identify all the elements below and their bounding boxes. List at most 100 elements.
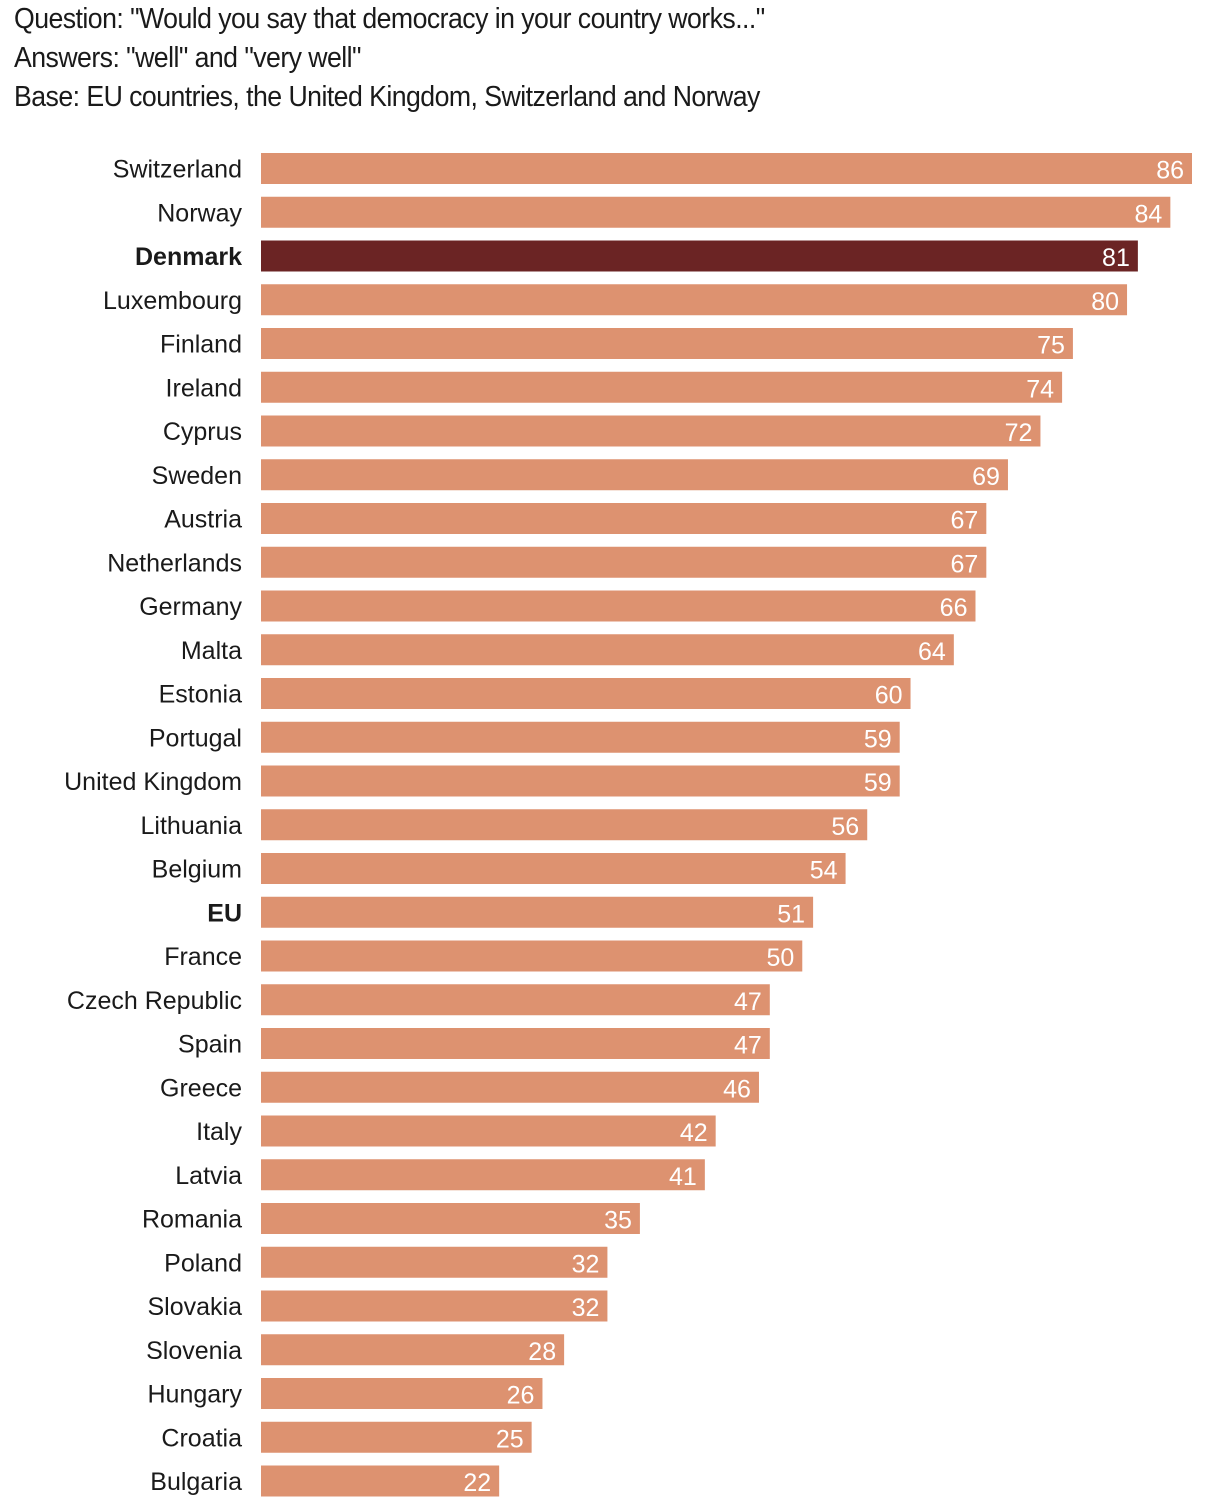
bar-row-malta: Malta 64: [181, 634, 954, 666]
bar-row-poland: Poland 32: [164, 1246, 608, 1278]
bar-row-czech-republic: Czech Republic 47: [67, 984, 770, 1016]
value-label: 80: [1091, 288, 1119, 316]
value-label: 42: [680, 1119, 708, 1147]
category-label: Italy: [196, 1118, 242, 1146]
bar-row-eu: EU 51: [207, 896, 814, 928]
bar-row-slovenia: Slovenia 28: [146, 1334, 565, 1366]
value-label: 47: [734, 1032, 762, 1060]
value-label: 74: [1026, 375, 1054, 403]
category-label: Poland: [164, 1249, 242, 1277]
category-label: United Kingdom: [64, 768, 242, 796]
bar-finland: [261, 328, 1073, 359]
chart-header: Question: "Would you say that democracy …: [14, 0, 830, 117]
category-label: Romania: [142, 1206, 242, 1234]
value-label: 81: [1102, 244, 1130, 272]
value-label: 22: [463, 1469, 491, 1497]
category-label: Luxembourg: [103, 287, 242, 315]
value-label: 51: [777, 900, 805, 928]
bar-row-cyprus: Cyprus 72: [163, 415, 1041, 447]
category-label: Finland: [160, 331, 242, 359]
bar-row-sweden: Sweden 69: [152, 459, 1008, 491]
bar-spain: [261, 1028, 770, 1059]
bar-belgium: [261, 853, 846, 884]
bar-row-germany: Germany 66: [139, 590, 976, 622]
value-label: 47: [734, 988, 762, 1016]
bar-cyprus: [261, 415, 1041, 447]
bar-row-luxembourg: Luxembourg 80: [103, 284, 1128, 316]
bar-austria: [261, 503, 987, 534]
bar-row-ireland: Ireland 74: [166, 371, 1063, 403]
bar-row-finland: Finland 75: [160, 328, 1073, 360]
category-label: Estonia: [159, 681, 242, 709]
bar-row-latvia: Latvia 41: [175, 1159, 705, 1191]
bar-netherlands: [261, 546, 987, 578]
bar-norway: [261, 196, 1171, 228]
question-text: Question: "Would you say that democracy …: [14, 3, 765, 35]
bar-united-kingdom: [261, 765, 900, 797]
value-label: 46: [723, 1075, 751, 1103]
answers-text: Answers: "well" and "very well": [14, 42, 362, 74]
bar-row-austria: Austria 67: [164, 503, 987, 535]
bar-estonia: [261, 678, 911, 709]
category-label: Norway: [157, 199, 242, 227]
category-label: Austria: [164, 506, 242, 534]
value-label: 26: [507, 1382, 535, 1410]
bar-greece: [261, 1071, 759, 1103]
value-label: 35: [604, 1207, 632, 1235]
category-label: Netherlands: [107, 549, 242, 577]
bar-bulgaria: [261, 1465, 500, 1497]
value-label: 75: [1037, 332, 1065, 360]
category-label: Portugal: [149, 724, 242, 752]
bar-row-bulgaria: Bulgaria 22: [150, 1465, 500, 1497]
value-label: 72: [1005, 419, 1033, 447]
bar-row-lithuania: Lithuania 56: [141, 809, 868, 841]
bar-eu: [261, 896, 814, 928]
category-label: Sweden: [152, 462, 242, 490]
value-label: 25: [496, 1425, 524, 1453]
bar-row-portugal: Portugal 59: [149, 721, 900, 753]
bar-latvia: [261, 1159, 705, 1191]
value-label: 54: [810, 857, 838, 885]
bar-row-netherlands: Netherlands 67: [107, 546, 987, 578]
bar-row-italy: Italy 42: [196, 1115, 716, 1147]
bar-slovenia: [261, 1334, 565, 1366]
bar-hungary: [261, 1378, 543, 1409]
bar-poland: [261, 1246, 608, 1278]
bar-slovakia: [261, 1290, 608, 1322]
bar-romania: [261, 1203, 640, 1234]
value-label: 41: [669, 1163, 697, 1191]
category-label: Spain: [178, 1031, 242, 1059]
value-label: 59: [864, 769, 892, 797]
value-label: 60: [875, 682, 903, 710]
bar-ireland: [261, 371, 1063, 403]
bar-row-spain: Spain 47: [178, 1028, 770, 1060]
category-label: Cyprus: [163, 418, 242, 446]
bar-row-switzerland: Switzerland 86: [113, 153, 1192, 185]
category-label: Belgium: [152, 856, 242, 884]
bar-italy: [261, 1115, 716, 1147]
category-label: Croatia: [161, 1424, 242, 1452]
value-label: 67: [951, 507, 979, 535]
category-label: Switzerland: [113, 156, 242, 184]
value-label: 84: [1135, 200, 1163, 228]
bar-malta: [261, 634, 954, 666]
value-label: 59: [864, 725, 892, 753]
category-label: EU: [207, 899, 242, 927]
bar-row-greece: Greece 46: [160, 1071, 759, 1103]
bar-row-hungary: Hungary 26: [148, 1378, 543, 1410]
value-label: 67: [951, 550, 979, 578]
value-label: 64: [918, 638, 946, 666]
bar-row-romania: Romania 35: [142, 1203, 640, 1235]
value-label: 32: [572, 1294, 600, 1322]
bar-sweden: [261, 459, 1008, 491]
bar-switzerland: [261, 153, 1192, 184]
bar-row-france: France 50: [164, 940, 803, 972]
base-text: Base: EU countries, the United Kingdom, …: [14, 81, 760, 113]
category-label: Hungary: [148, 1381, 243, 1409]
category-label: Ireland: [166, 374, 242, 402]
value-label: 86: [1156, 157, 1184, 185]
category-label: Bulgaria: [150, 1468, 242, 1496]
category-label: Czech Republic: [67, 987, 242, 1015]
category-label: Slovenia: [146, 1337, 242, 1365]
category-label: Denmark: [135, 243, 242, 271]
